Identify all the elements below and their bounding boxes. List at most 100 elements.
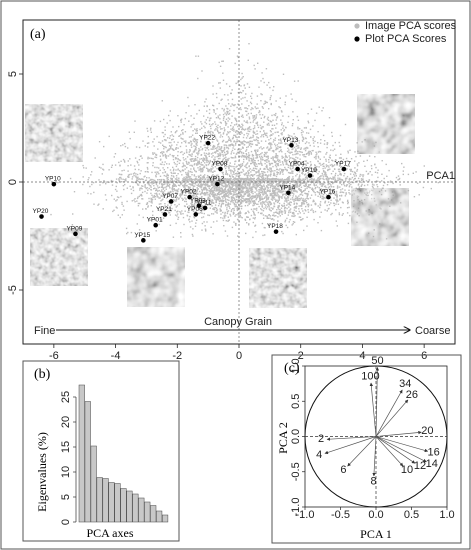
image-score-point — [236, 181, 238, 184]
image-score-point — [339, 198, 341, 200]
image-score-point — [240, 216, 242, 218]
image-score-point — [253, 125, 256, 127]
image-score-point — [259, 175, 261, 177]
image-score-point — [221, 202, 223, 205]
image-score-point — [232, 208, 234, 210]
image-score-point — [206, 199, 209, 201]
image-score-point — [192, 151, 195, 153]
image-score-point — [284, 143, 286, 145]
image-score-point — [217, 205, 220, 207]
image-score-point — [204, 133, 206, 136]
image-score-point — [142, 185, 144, 187]
image-score-point — [123, 160, 126, 162]
image-score-point — [171, 188, 173, 190]
image-score-point — [87, 192, 89, 195]
image-score-point — [165, 180, 168, 183]
image-score-point — [258, 195, 261, 197]
image-score-point — [255, 138, 258, 141]
image-score-point — [257, 107, 259, 109]
image-score-point — [277, 164, 280, 167]
image-score-point — [227, 146, 229, 149]
image-score-point — [318, 193, 321, 195]
image-score-point — [336, 162, 338, 164]
image-score-point — [98, 203, 100, 205]
image-score-point — [301, 139, 304, 142]
image-score-point — [241, 197, 243, 199]
image-score-point — [222, 202, 224, 205]
image-score-point — [273, 160, 276, 162]
image-score-point — [275, 188, 277, 190]
image-score-point — [216, 197, 219, 200]
image-score-point — [192, 189, 195, 191]
image-score-point — [183, 176, 185, 179]
image-score-point — [312, 149, 314, 152]
image-score-point — [284, 158, 286, 160]
image-score-point — [205, 181, 207, 183]
image-score-point — [298, 147, 300, 149]
image-score-point — [192, 130, 194, 132]
image-score-point — [250, 163, 252, 165]
image-score-point — [266, 123, 269, 125]
image-score-point — [309, 144, 311, 147]
image-score-point — [203, 209, 205, 212]
image-score-point — [209, 203, 212, 206]
image-score-point — [142, 198, 144, 200]
image-score-point — [283, 183, 285, 185]
image-score-point — [295, 143, 298, 145]
image-score-point — [258, 184, 261, 186]
image-score-point — [236, 218, 239, 221]
image-score-point — [181, 191, 183, 194]
image-score-point — [218, 82, 220, 84]
image-score-point — [237, 81, 239, 84]
image-score-point — [278, 106, 280, 108]
image-score-point — [167, 182, 170, 184]
image-score-point — [292, 215, 294, 217]
image-score-point — [262, 193, 264, 196]
image-score-point — [226, 178, 229, 180]
image-score-point — [304, 183, 307, 185]
image-score-point — [235, 177, 237, 180]
image-score-point — [174, 131, 177, 134]
image-score-point — [241, 154, 243, 157]
image-score-point — [233, 140, 235, 142]
image-score-point — [236, 208, 238, 210]
image-score-point — [204, 228, 207, 230]
image-score-point — [217, 115, 219, 117]
image-score-point — [202, 205, 204, 207]
image-score-point — [268, 174, 270, 176]
image-score-point — [189, 149, 191, 151]
image-score-point — [266, 176, 269, 178]
image-score-point — [412, 172, 414, 174]
image-score-point — [286, 199, 288, 202]
image-score-point — [278, 199, 280, 201]
image-score-point — [253, 200, 255, 202]
image-score-point — [275, 112, 277, 115]
image-score-point — [270, 147, 273, 149]
image-score-point — [134, 236, 137, 238]
image-score-point — [218, 102, 220, 105]
image-score-point — [290, 151, 292, 153]
image-score-point — [238, 174, 240, 177]
image-score-point — [152, 162, 154, 164]
image-score-point — [323, 171, 325, 173]
image-score-point — [121, 181, 123, 183]
image-score-point — [224, 129, 226, 131]
image-score-point — [254, 186, 256, 189]
image-score-point — [285, 138, 287, 141]
image-score-point — [203, 212, 205, 215]
image-score-point — [244, 141, 247, 143]
image-score-point — [335, 203, 337, 205]
image-score-point — [177, 210, 179, 212]
image-score-point — [158, 223, 160, 226]
image-score-point — [122, 158, 125, 161]
image-score-point — [201, 127, 203, 129]
image-score-point — [222, 176, 225, 178]
image-score-point — [191, 190, 194, 192]
image-score-point — [289, 180, 291, 182]
image-score-point — [241, 195, 243, 197]
image-score-point — [335, 209, 337, 211]
image-score-point — [224, 154, 226, 157]
image-score-point — [255, 163, 258, 165]
image-score-point — [297, 198, 299, 200]
